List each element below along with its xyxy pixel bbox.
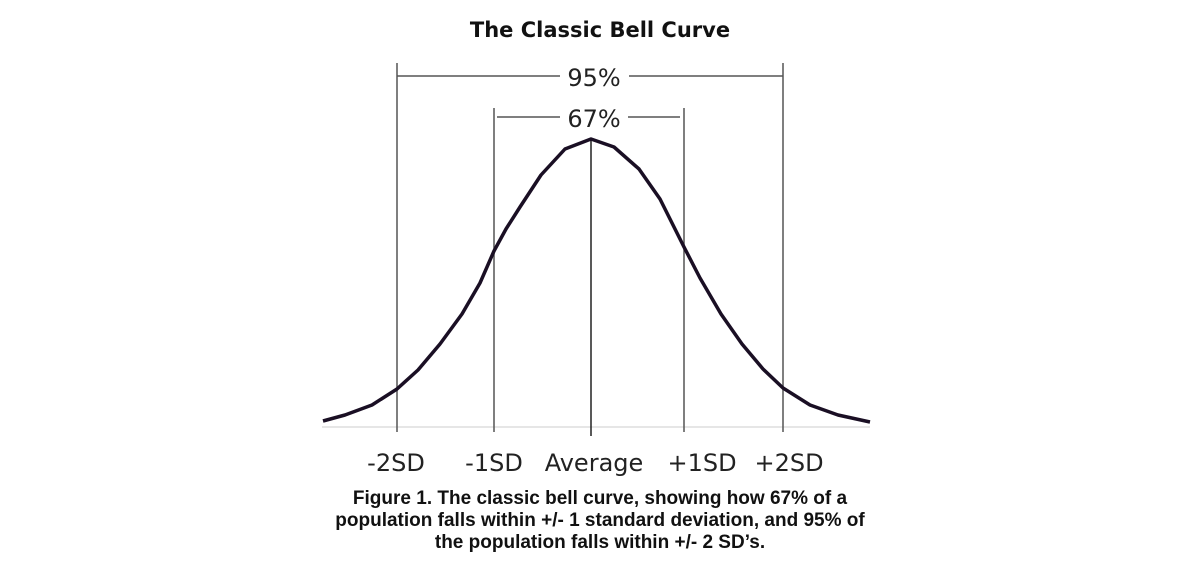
tick-average: Average <box>545 449 644 477</box>
tick-plus-1sd: +1SD <box>667 449 736 477</box>
bell-curve <box>322 137 871 424</box>
bracket-67-label: 67% <box>567 105 620 133</box>
bracket-67 <box>493 108 685 432</box>
caption-line-3: the population falls within +/- 2 SD’s. <box>434 532 766 553</box>
chart-title: The Classic Bell Curve <box>469 18 731 42</box>
tick-minus-2sd: -2SD <box>367 449 425 477</box>
bracket-95 <box>396 63 784 432</box>
caption-line-2: population falls within +/- 1 standard d… <box>335 510 865 531</box>
bracket-95-label: 95% <box>567 64 620 92</box>
figure-caption: Figure 1. The classic bell curve, showin… <box>0 488 1200 554</box>
caption-line-1: Figure 1. The classic bell curve, showin… <box>352 488 848 509</box>
tick-plus-2sd: +2SD <box>754 449 823 477</box>
tick-minus-1sd: -1SD <box>465 449 523 477</box>
